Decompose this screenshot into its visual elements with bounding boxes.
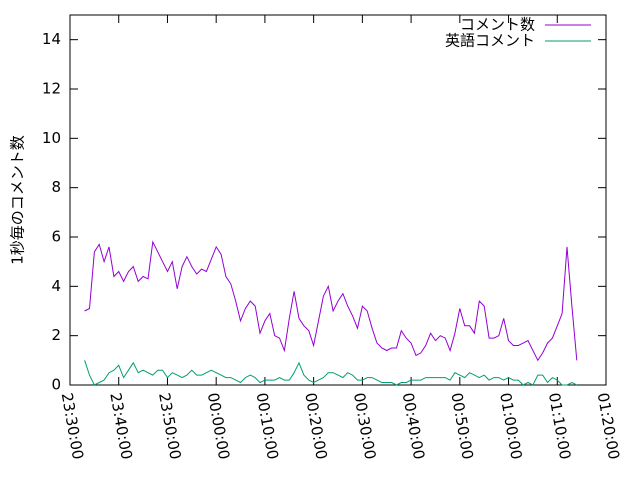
- y-tick-label: 12: [42, 80, 61, 98]
- y-tick-label: 6: [51, 228, 61, 246]
- x-tick-label: 23:40:00: [106, 391, 135, 460]
- x-tick-label: 23:50:00: [155, 391, 184, 460]
- x-tick-label: 01:20:00: [594, 391, 623, 460]
- x-tick-label: 00:40:00: [399, 391, 428, 460]
- y-tick-label: 2: [51, 326, 61, 344]
- y-tick-label: 4: [51, 277, 61, 295]
- x-tick-label: 00:00:00: [204, 391, 233, 460]
- x-tick-label: 01:10:00: [545, 391, 574, 460]
- y-tick-label: 10: [42, 129, 61, 147]
- x-tick-label: 00:50:00: [447, 391, 476, 460]
- y-tick-label: 8: [51, 178, 61, 196]
- y-tick-label: 0: [51, 376, 61, 394]
- x-tick-label: 23:30:00: [58, 391, 87, 460]
- series-line: [84, 240, 578, 362]
- legend-label: 英語コメント: [445, 32, 535, 50]
- x-tick-label: 00:20:00: [301, 391, 330, 460]
- x-tick-label: 00:10:00: [253, 391, 282, 460]
- series-line: [84, 360, 578, 386]
- x-tick-label: 01:00:00: [496, 391, 525, 460]
- legend-label: コメント数: [460, 16, 535, 34]
- plot-frame: [69, 14, 607, 386]
- x-tick-label: 00:30:00: [350, 391, 379, 460]
- y-tick-label: 14: [42, 30, 61, 48]
- y-axis-label: 1秒毎のコメント数: [9, 135, 27, 265]
